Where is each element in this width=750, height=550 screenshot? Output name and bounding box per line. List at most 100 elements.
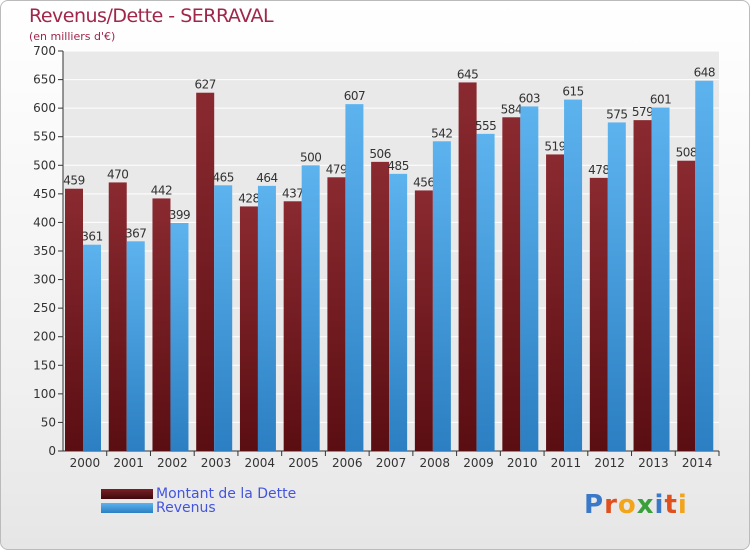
data-label-dette: 478: [588, 163, 609, 177]
data-label-revenus: 607: [344, 89, 365, 103]
bar-revenus: [432, 141, 451, 452]
bar-revenus: [126, 241, 145, 451]
bar-dette: [65, 188, 83, 451]
bar-revenus: [345, 104, 364, 452]
bar-revenus: [83, 244, 101, 451]
logo-letter: o: [617, 490, 637, 520]
y-tick-label: 250: [33, 301, 56, 315]
x-tick-label: 2006: [332, 456, 363, 470]
y-tick-label: 0: [48, 444, 56, 458]
x-tick-label: 2003: [201, 456, 232, 470]
data-label-dette: 627: [194, 78, 215, 92]
bar-revenus: [520, 106, 539, 451]
data-label-revenus: 367: [125, 226, 146, 240]
x-tick-label: 2007: [376, 456, 407, 470]
logo-letter: t: [664, 490, 678, 520]
data-label-dette: 579: [632, 105, 653, 119]
y-tick-label: 600: [33, 101, 56, 115]
logo-letter: i: [677, 490, 688, 520]
data-label-revenus: 399: [169, 208, 190, 222]
data-label-revenus: 464: [256, 171, 277, 185]
x-tick-label: 2005: [288, 456, 319, 470]
data-label-dette: 437: [282, 186, 303, 200]
data-label-revenus: 603: [519, 91, 540, 105]
bar-dette: [502, 117, 521, 452]
bar-dette: [414, 190, 433, 451]
y-tick-label: 150: [33, 358, 56, 372]
y-tick-label: 550: [33, 130, 56, 144]
y-tick-label: 650: [33, 73, 56, 87]
bar-dette: [108, 182, 127, 451]
data-label-revenus: 500: [300, 150, 321, 164]
x-tick-label: 2002: [157, 456, 188, 470]
data-label-revenus: 575: [606, 107, 627, 121]
bar-revenus: [695, 80, 714, 451]
bar-revenus: [257, 185, 276, 451]
data-label-revenus: 601: [650, 93, 671, 107]
data-label-dette: 459: [63, 174, 84, 188]
data-label-dette: 584: [501, 102, 522, 116]
chart-legend: Montant de la Dette Revenus: [101, 487, 296, 515]
x-tick-label: 2004: [245, 456, 276, 470]
data-label-dette: 506: [369, 147, 390, 161]
data-label-revenus: 485: [387, 159, 408, 173]
y-tick-label: 350: [33, 244, 56, 258]
chart-title: Revenus/Dette - SERRAVAL: [29, 5, 274, 27]
legend-label-dette: Montant de la Dette: [156, 486, 297, 502]
legend-swatch-dette: [101, 489, 153, 499]
data-label-dette: 428: [238, 191, 259, 205]
bar-revenus: [476, 133, 495, 451]
x-tick-label: 2010: [507, 456, 538, 470]
bar-dette: [239, 206, 258, 451]
proxiti-logo: Proxiti: [584, 490, 688, 520]
chart-subtitle: (en milliers d'€): [29, 30, 116, 43]
data-label-dette: 456: [413, 175, 434, 189]
legend-item-revenus: Revenus: [101, 501, 296, 515]
bar-revenus: [170, 223, 189, 451]
x-tick-label: 2001: [113, 456, 144, 470]
data-label-dette: 519: [544, 139, 565, 153]
bar-dette: [633, 120, 652, 452]
logo-letter: i: [654, 490, 665, 520]
bar-dette: [327, 177, 346, 452]
bar-revenus: [389, 173, 408, 451]
bar-dette: [152, 198, 171, 451]
x-tick-label: 2000: [70, 456, 101, 470]
x-tick-label: 2014: [682, 456, 713, 470]
bar-revenus: [651, 107, 670, 452]
data-label-dette: 479: [326, 162, 347, 176]
bar-dette: [196, 92, 215, 451]
y-tick-label: 100: [33, 387, 56, 401]
data-label-dette: 508: [676, 146, 697, 160]
logo-letter: P: [584, 490, 605, 520]
y-tick-label: 500: [33, 158, 56, 172]
x-tick-label: 2008: [419, 456, 450, 470]
y-tick-label: 300: [33, 273, 56, 287]
data-label-revenus: 361: [81, 230, 102, 244]
legend-label-revenus: Revenus: [156, 500, 216, 516]
bar-revenus: [214, 185, 233, 452]
bar-revenus: [564, 99, 583, 452]
y-tick-label: 50: [41, 415, 56, 429]
data-label-dette: 470: [107, 167, 128, 181]
y-tick-label: 200: [33, 330, 56, 344]
bar-revenus: [301, 165, 320, 452]
data-label-revenus: 555: [475, 119, 496, 133]
bar-dette: [283, 201, 302, 451]
y-tick-label: 400: [33, 215, 56, 229]
bar-dette: [677, 160, 696, 451]
data-label-dette: 645: [457, 67, 478, 81]
data-label-revenus: 465: [212, 170, 233, 184]
logo-letter: r: [604, 490, 618, 520]
legend-item-dette: Montant de la Dette: [101, 487, 296, 501]
data-label-revenus: 648: [694, 66, 715, 80]
x-tick-label: 2011: [551, 456, 582, 470]
y-tick-label: 700: [33, 44, 56, 58]
data-label-revenus: 542: [431, 126, 452, 140]
x-tick-label: 2013: [638, 456, 669, 470]
data-label-revenus: 615: [562, 85, 583, 99]
x-tick-label: 2009: [463, 456, 494, 470]
data-label-dette: 442: [151, 183, 172, 197]
bar-dette: [589, 177, 608, 451]
